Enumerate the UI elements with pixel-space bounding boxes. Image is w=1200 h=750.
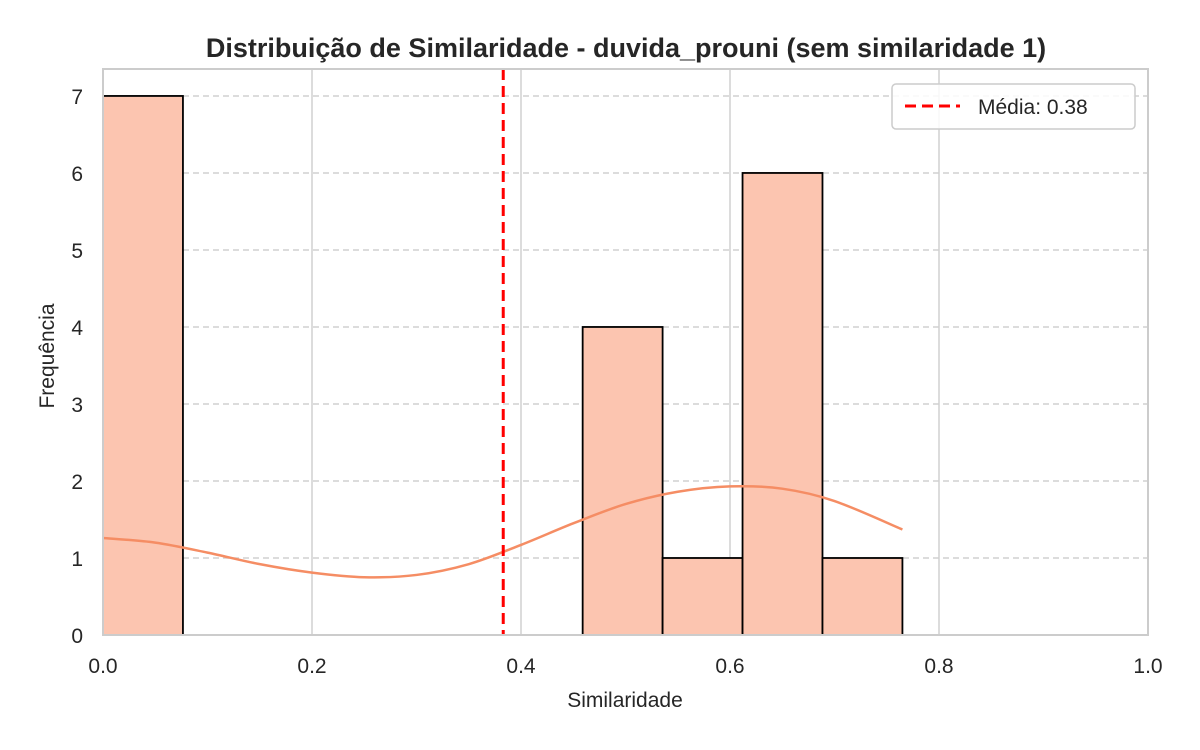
x-tick-label: 0.8 [924,655,953,678]
y-tick-label: 4 [71,317,83,340]
y-tick-label: 1 [71,548,83,571]
y-axis-label: Frequência [36,303,59,408]
x-tick-label: 0.0 [88,655,117,678]
kde-curve [102,484,903,579]
kde-layer [102,484,903,579]
x-tick-label: 1.0 [1133,655,1162,678]
legend-mean-label: Média: 0.38 [978,96,1088,119]
y-tick-label: 2 [71,471,83,494]
y-tick-labels: 0 1 2 3 4 5 6 7 [71,86,83,648]
histogram-bar [821,557,904,636]
y-tick-label: 7 [71,86,83,109]
y-tick-label: 3 [71,394,83,417]
x-tick-label: 0.2 [297,655,326,678]
histogram-bar [581,326,664,636]
plot-frame [102,68,1149,636]
x-tick-label: 0.4 [506,655,536,678]
y-tick-label: 6 [71,163,83,186]
x-tick-label: 0.6 [715,655,744,678]
x-tick-labels: 0.0 0.2 0.4 0.6 0.8 1.0 [88,655,1162,678]
histogram-bar [102,95,184,636]
x-axis-label: Similaridade [567,689,683,712]
bars-layer [102,95,904,636]
y-tick-label: 0 [71,625,83,648]
chart-title: Distribuição de Similaridade - duvida_pr… [206,33,1046,63]
legend: Média: 0.38 [891,83,1136,130]
histogram-bar [661,557,744,636]
legend-box [891,83,1136,130]
histogram-bar [741,172,824,636]
y-tick-label: 5 [71,240,83,263]
